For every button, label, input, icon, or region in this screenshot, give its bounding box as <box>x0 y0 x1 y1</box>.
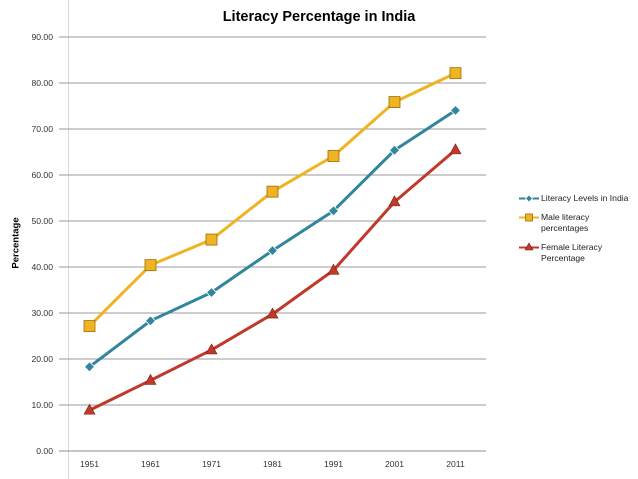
x-tick-label: 1981 <box>263 459 282 469</box>
data-point-triangle <box>449 143 462 155</box>
legend-swatch <box>519 213 539 222</box>
data-point-diamond <box>266 245 279 257</box>
data-point-triangle <box>266 307 279 319</box>
data-point-diamond <box>449 104 462 116</box>
x-tick-label: 1951 <box>80 459 99 469</box>
chart-title: Literacy Percentage in India <box>222 9 416 25</box>
data-point-diamond <box>144 315 157 327</box>
data-point-triangle <box>388 195 401 207</box>
data-point-triangle <box>524 242 534 251</box>
series-line <box>88 71 457 328</box>
x-tick-label: 2001 <box>385 459 404 469</box>
legend-label: Literacy Levels in India <box>541 193 629 203</box>
y-tick-label: 40.00 <box>31 262 53 272</box>
legend-label: Female Literacy Percentage <box>541 242 603 263</box>
series-line <box>88 109 457 369</box>
legend-item: Literacy Levels in India <box>519 193 634 204</box>
data-point-diamond <box>205 286 218 299</box>
page-divider <box>68 0 69 479</box>
y-tick-label: 10.00 <box>31 400 53 410</box>
y-tick-label: 80.00 <box>31 78 53 88</box>
data-point-square <box>327 150 340 162</box>
legend-item: Female Literacy Percentage <box>519 242 634 264</box>
legend-item: Male literacy percentages <box>519 212 634 234</box>
y-tick-label: 50.00 <box>31 216 53 226</box>
x-tick-label: 1961 <box>141 459 160 469</box>
data-point-triangle <box>83 403 96 415</box>
legend-swatch <box>519 242 539 251</box>
legend-label: Male literacy percentages <box>541 212 590 233</box>
data-point-square <box>266 185 279 198</box>
data-point-triangle <box>144 373 157 385</box>
y-tick-label: 20.00 <box>31 354 53 364</box>
data-point-square <box>449 67 462 80</box>
data-point-square <box>205 233 218 246</box>
data-point-square <box>525 213 533 222</box>
x-tick-label: 1991 <box>324 459 343 469</box>
data-point-square <box>83 320 96 332</box>
y-tick-label: 70.00 <box>31 124 53 134</box>
legend-swatch <box>519 194 539 203</box>
data-point-triangle <box>327 263 340 275</box>
y-tick-label: 60.00 <box>31 170 53 180</box>
y-tick-label: 30.00 <box>31 308 53 318</box>
data-point-diamond <box>327 205 340 217</box>
data-point-diamond <box>524 194 534 203</box>
chart-legend: Literacy Levels in India Male literacy pe… <box>519 193 634 272</box>
data-point-diamond <box>388 144 401 156</box>
data-point-triangle <box>205 343 218 355</box>
x-tick-label: 2011 <box>446 459 465 469</box>
data-point-square <box>144 259 157 272</box>
y-tick-label: 0.00 <box>36 446 53 456</box>
y-tick-label: 90.00 <box>31 32 53 42</box>
data-point-diamond <box>83 361 96 373</box>
data-point-square <box>388 96 401 108</box>
x-tick-label: 1971 <box>202 459 221 469</box>
